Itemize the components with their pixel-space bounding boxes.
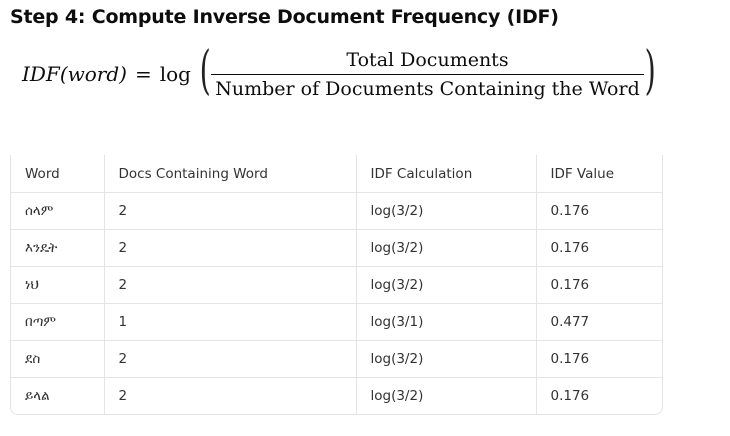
cell-calculation: log(3/2) (355, 340, 536, 378)
cell-calculation: log(3/1) (355, 303, 536, 341)
cell-word: እንዴት (11, 229, 104, 267)
idf-table: Word Docs Containing Word IDF Calculatio… (11, 155, 662, 414)
cell-docs: 2 (103, 266, 356, 304)
cell-docs: 2 (103, 229, 356, 267)
fraction-bar (211, 73, 644, 75)
header-idf-value: IDF Value (535, 155, 662, 193)
cell-word: ሰላም (11, 192, 104, 230)
formula-fraction: Total Documents Number of Documents Cont… (211, 48, 644, 100)
cell-idf-value: 0.176 (535, 377, 662, 414)
cell-docs: 1 (103, 303, 356, 341)
formula-equals: = (134, 62, 152, 86)
table-header-row: Word Docs Containing Word IDF Calculatio… (11, 155, 662, 193)
cell-word: በጣም (11, 303, 104, 341)
formula-numerator: Total Documents (346, 48, 509, 71)
cell-calculation: log(3/2) (355, 266, 536, 304)
cell-calculation: log(3/2) (355, 229, 536, 267)
cell-idf-value: 0.176 (535, 266, 662, 304)
formula-log: log (159, 62, 191, 86)
cell-idf-value: 0.477 (535, 303, 662, 341)
cell-idf-value: 0.176 (535, 229, 662, 267)
cell-idf-value: 0.176 (535, 340, 662, 378)
table-row: ይላል 2 log(3/2) 0.176 (11, 377, 662, 414)
cell-docs: 2 (103, 192, 356, 230)
right-paren: ) (644, 41, 656, 101)
header-idf-calculation: IDF Calculation (355, 155, 536, 193)
table-row: ነህ 2 log(3/2) 0.176 (11, 266, 662, 304)
formula-denominator: Number of Documents Containing the Word (215, 77, 640, 100)
formula-lhs: IDF(word) (22, 62, 127, 86)
section-heading: Step 4: Compute Inverse Document Frequen… (10, 6, 559, 28)
cell-idf-value: 0.176 (535, 192, 662, 230)
cell-calculation: log(3/2) (355, 192, 536, 230)
left-paren: ( (199, 41, 211, 101)
cell-docs: 2 (103, 377, 356, 414)
header-docs-containing: Docs Containing Word (103, 155, 356, 193)
cell-word: ይላል (25, 388, 50, 404)
cell-calculation: log(3/2) (355, 377, 536, 414)
table-row: እንዴት 2 log(3/2) 0.176 (11, 229, 662, 267)
table-row: ደስ 2 log(3/2) 0.176 (11, 340, 662, 378)
idf-table-container: Word Docs Containing Word IDF Calculatio… (10, 155, 663, 415)
idf-formula: IDF(word) = log ( Total Documents Number… (22, 42, 660, 106)
cell-docs: 2 (103, 340, 356, 378)
header-word: Word (11, 155, 104, 193)
table-row: በጣም 1 log(3/1) 0.477 (11, 303, 662, 341)
cell-word: ደስ (11, 340, 104, 378)
table-row: ሰላም 2 log(3/2) 0.176 (11, 192, 662, 230)
cell-word: ነህ (11, 266, 104, 304)
